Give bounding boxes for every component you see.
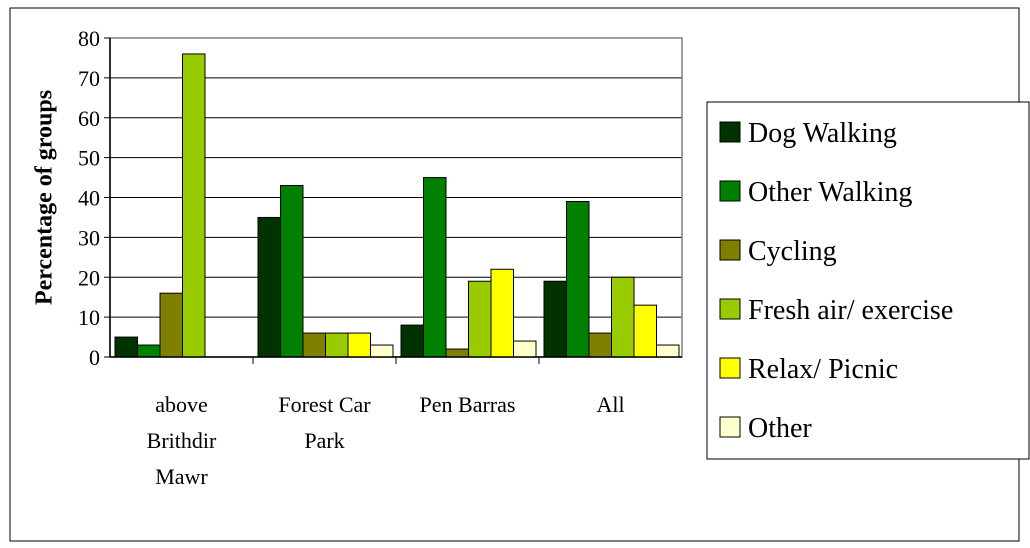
bar-cycling	[159, 292, 183, 358]
bar-dog-walking	[257, 216, 281, 358]
bar-other-walking	[566, 200, 590, 358]
bar-dog-walking	[543, 280, 567, 358]
legend-swatch	[719, 180, 741, 202]
bar-relax-picnic	[490, 268, 514, 358]
bar-other-walking	[423, 177, 447, 358]
y-tick-label: 50	[78, 146, 100, 171]
category-label: Park	[304, 428, 344, 453]
y-tick-label: 80	[78, 26, 100, 51]
category-label: Mawr	[155, 464, 208, 489]
legend-swatch	[719, 239, 741, 261]
bar-relax-picnic	[633, 304, 657, 358]
legend-swatch	[719, 121, 741, 143]
y-tick-label: 20	[78, 265, 100, 290]
legend-label: Dog Walking	[748, 118, 897, 149]
legend: Dog Walking Other Walking Cycling Fresh air…	[706, 101, 1030, 460]
y-tick-label: 30	[78, 225, 100, 250]
bar-relax-picnic	[347, 332, 371, 358]
category-label: Forest Car	[278, 392, 371, 417]
y-tick-label: 0	[89, 345, 100, 370]
bar-fresh-air-exercise	[182, 53, 206, 358]
legend-swatch	[719, 298, 741, 320]
y-tick-labels: 0 10 20 30 40 50 60 70 80	[78, 26, 100, 370]
bar-dog-walking	[400, 324, 424, 358]
legend-swatch	[719, 416, 741, 438]
bar-fresh-air-exercise	[611, 276, 635, 358]
bar-other	[370, 344, 394, 358]
bar-other	[656, 344, 680, 358]
legend-label: Other	[748, 413, 812, 444]
legend-box	[706, 101, 1030, 460]
y-tick-label: 60	[78, 106, 100, 131]
bar-other-walking	[137, 344, 161, 358]
legend-label: Fresh air/ exercise	[748, 295, 953, 326]
y-axis-label: Percentage of groups	[32, 90, 58, 305]
bar-cycling	[445, 348, 469, 358]
bar-other	[513, 340, 537, 358]
bars-group	[114, 53, 680, 358]
category-label: Pen Barras	[420, 392, 516, 417]
bar-fresh-air-exercise	[325, 332, 349, 358]
legend-label: Other Walking	[748, 177, 912, 208]
legend-label: Cycling	[748, 236, 837, 267]
bar-fresh-air-exercise	[468, 280, 492, 358]
bar-cycling	[588, 332, 612, 358]
bar-dog-walking	[114, 336, 138, 358]
y-tick-label: 40	[78, 186, 100, 211]
y-tick-label: 70	[78, 66, 100, 91]
bar-other-walking	[280, 185, 304, 358]
category-label: Brithdir	[147, 428, 217, 453]
category-labels: above Brithdir Mawr Forest Car Park Pen Barra…	[147, 392, 625, 489]
y-tick-label: 10	[78, 305, 100, 330]
axes-group	[104, 37, 682, 364]
legend-label: Relax/ Picnic	[748, 354, 898, 385]
category-label: above	[155, 392, 208, 417]
bar-cycling	[302, 332, 326, 358]
category-label: All	[596, 392, 624, 417]
legend-swatch	[719, 357, 741, 379]
